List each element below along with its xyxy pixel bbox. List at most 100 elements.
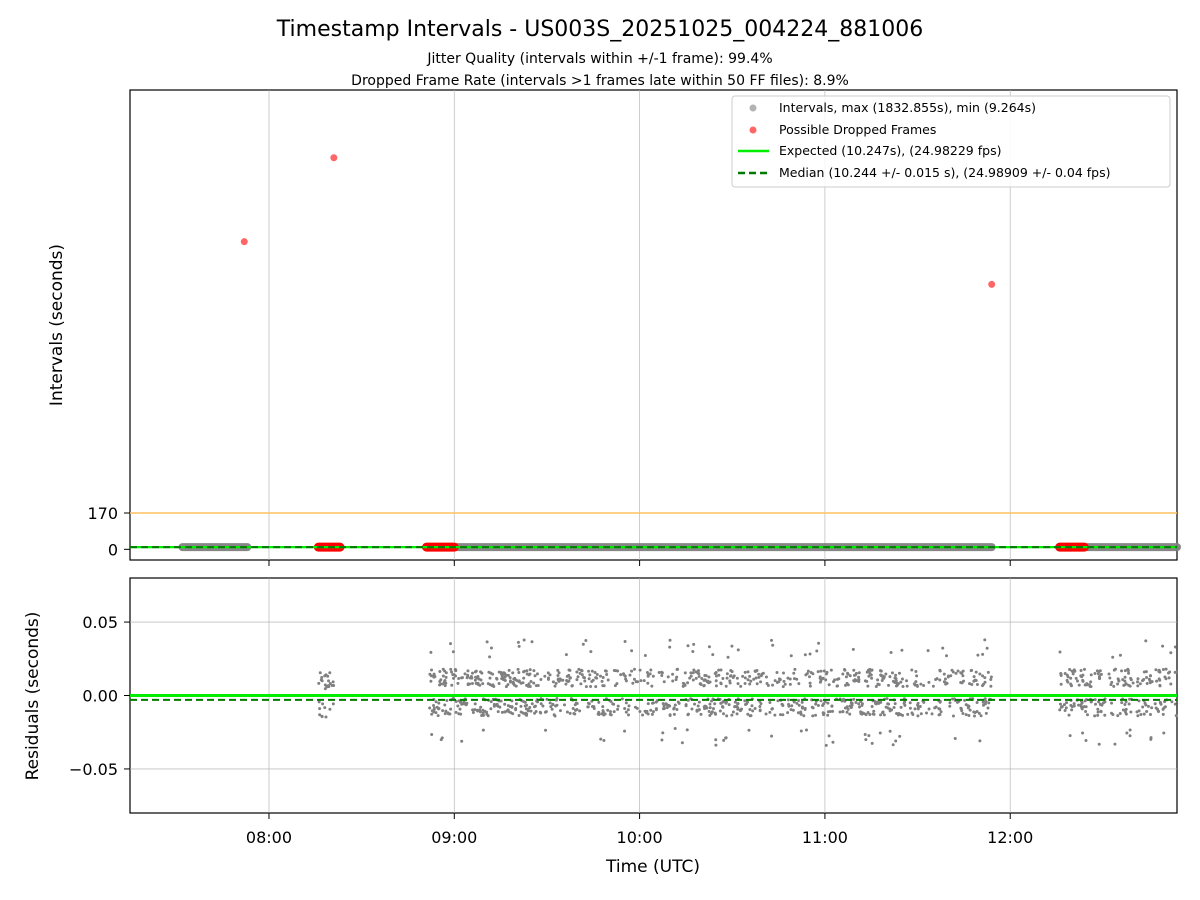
residual-point-532 (949, 674, 953, 678)
residual-point-943 (597, 700, 601, 704)
residual-point-438 (764, 675, 768, 679)
residual-point-946 (665, 706, 669, 710)
residual-point-970 (791, 708, 795, 712)
residual-point-981 (443, 669, 447, 673)
residual-point-784 (868, 713, 872, 717)
residual-point-853 (686, 713, 690, 717)
residual-point-1248 (1063, 672, 1067, 676)
residual-point-369 (646, 681, 650, 685)
residual-point-111 (805, 728, 809, 732)
residual-point-441 (556, 668, 560, 672)
residual-point-474 (579, 682, 583, 686)
residual-point-1296 (1129, 710, 1133, 714)
residual-point-871 (499, 672, 503, 676)
residual-point-259 (796, 711, 800, 715)
residuals-y-label: Residuals (seconds) (23, 612, 43, 781)
residual-point-807 (496, 710, 500, 714)
residual-point-906 (601, 705, 605, 709)
residual-point-1184 (1123, 669, 1127, 673)
residual-point-945 (488, 655, 492, 659)
residual-point-560 (711, 653, 715, 657)
residual-point-445 (884, 672, 888, 676)
residual-point-731 (456, 681, 460, 685)
residual-point-1139 (1127, 671, 1131, 675)
legend: Intervals, max (1832.855s), min (9.264s)… (731, 95, 1171, 188)
residual-point-1122 (1096, 710, 1100, 714)
residual-point-1051 (743, 699, 747, 703)
residual-point-990 (730, 644, 734, 648)
residual-point-1049 (753, 669, 757, 673)
residual-point-1222 (1058, 650, 1062, 654)
residual-point-529 (529, 679, 533, 683)
residual-point-454 (703, 673, 707, 677)
residual-point-25 (331, 702, 335, 706)
residual-point-424 (662, 680, 666, 684)
residual-point-1112 (739, 684, 743, 688)
residual-point-969 (645, 709, 649, 713)
residual-point-752 (720, 705, 724, 709)
residual-point-240 (590, 704, 594, 708)
dropped-point-2 (988, 280, 996, 288)
residual-point-14 (318, 713, 322, 717)
residual-point-857 (743, 676, 747, 680)
residual-point-1067 (473, 708, 477, 712)
residual-point-1107 (777, 680, 781, 684)
residual-point-695 (595, 676, 599, 680)
residual-point-916 (718, 709, 722, 713)
residual-point-1195 (1164, 667, 1168, 671)
residual-point-941 (888, 709, 892, 713)
residual-point-407 (580, 669, 584, 673)
residual-point-342 (697, 675, 701, 679)
residual-point-873 (578, 709, 582, 713)
residual-point-174 (814, 713, 818, 717)
residual-point-228 (746, 670, 750, 674)
residual-point-251 (806, 669, 810, 673)
residual-point-1279 (1110, 701, 1114, 705)
residual-point-1323 (1074, 676, 1078, 680)
residual-point-1041 (555, 697, 559, 701)
residual-point-907 (548, 701, 552, 705)
dropped-point-1 (330, 154, 338, 162)
residual-point-1038 (857, 671, 861, 675)
residual-point-1103 (896, 713, 900, 717)
residual-point-1174 (1084, 710, 1088, 714)
residual-point-21 (324, 673, 328, 677)
residual-point-499 (746, 678, 750, 682)
residual-point-1218 (1071, 670, 1075, 674)
residual-point-607 (892, 705, 896, 709)
residual-point-1338 (1098, 669, 1102, 673)
residual-point-236 (975, 682, 979, 686)
residual-point-1154 (1079, 669, 1083, 673)
residual-point-538 (770, 638, 774, 642)
residual-point-81 (444, 709, 448, 713)
residual-point-1300 (1148, 674, 1152, 678)
residual-point-631 (924, 711, 928, 715)
residual-point-821 (601, 709, 605, 713)
residual-point-886 (725, 714, 729, 718)
residual-point-1097 (568, 711, 572, 715)
residual-point-913 (673, 703, 677, 707)
residual-point-612 (641, 713, 645, 717)
residual-point-1274 (1080, 707, 1084, 711)
residual-point-105 (601, 675, 605, 679)
residual-point-55 (708, 702, 712, 706)
residual-point-93 (616, 704, 620, 708)
residual-point-100 (927, 680, 931, 684)
residual-point-1272 (1116, 682, 1120, 686)
residual-point-1261 (1148, 712, 1152, 716)
residual-point-1029 (570, 684, 574, 688)
residual-point-430 (764, 712, 768, 716)
residual-point-1102 (736, 702, 740, 706)
residual-point-1237 (1142, 678, 1146, 682)
intervals-plot-frame (129, 89, 1178, 561)
residual-point-801 (668, 704, 672, 708)
residual-point-1108 (603, 712, 607, 716)
residual-point-898 (975, 701, 979, 705)
residual-point-855 (811, 672, 815, 676)
residual-point-716 (438, 683, 442, 687)
residual-point-601 (626, 708, 630, 712)
residual-point-1349 (1060, 705, 1064, 709)
residual-point-502 (580, 673, 584, 677)
residual-point-589 (516, 640, 520, 644)
residual-point-1324 (1097, 700, 1101, 704)
